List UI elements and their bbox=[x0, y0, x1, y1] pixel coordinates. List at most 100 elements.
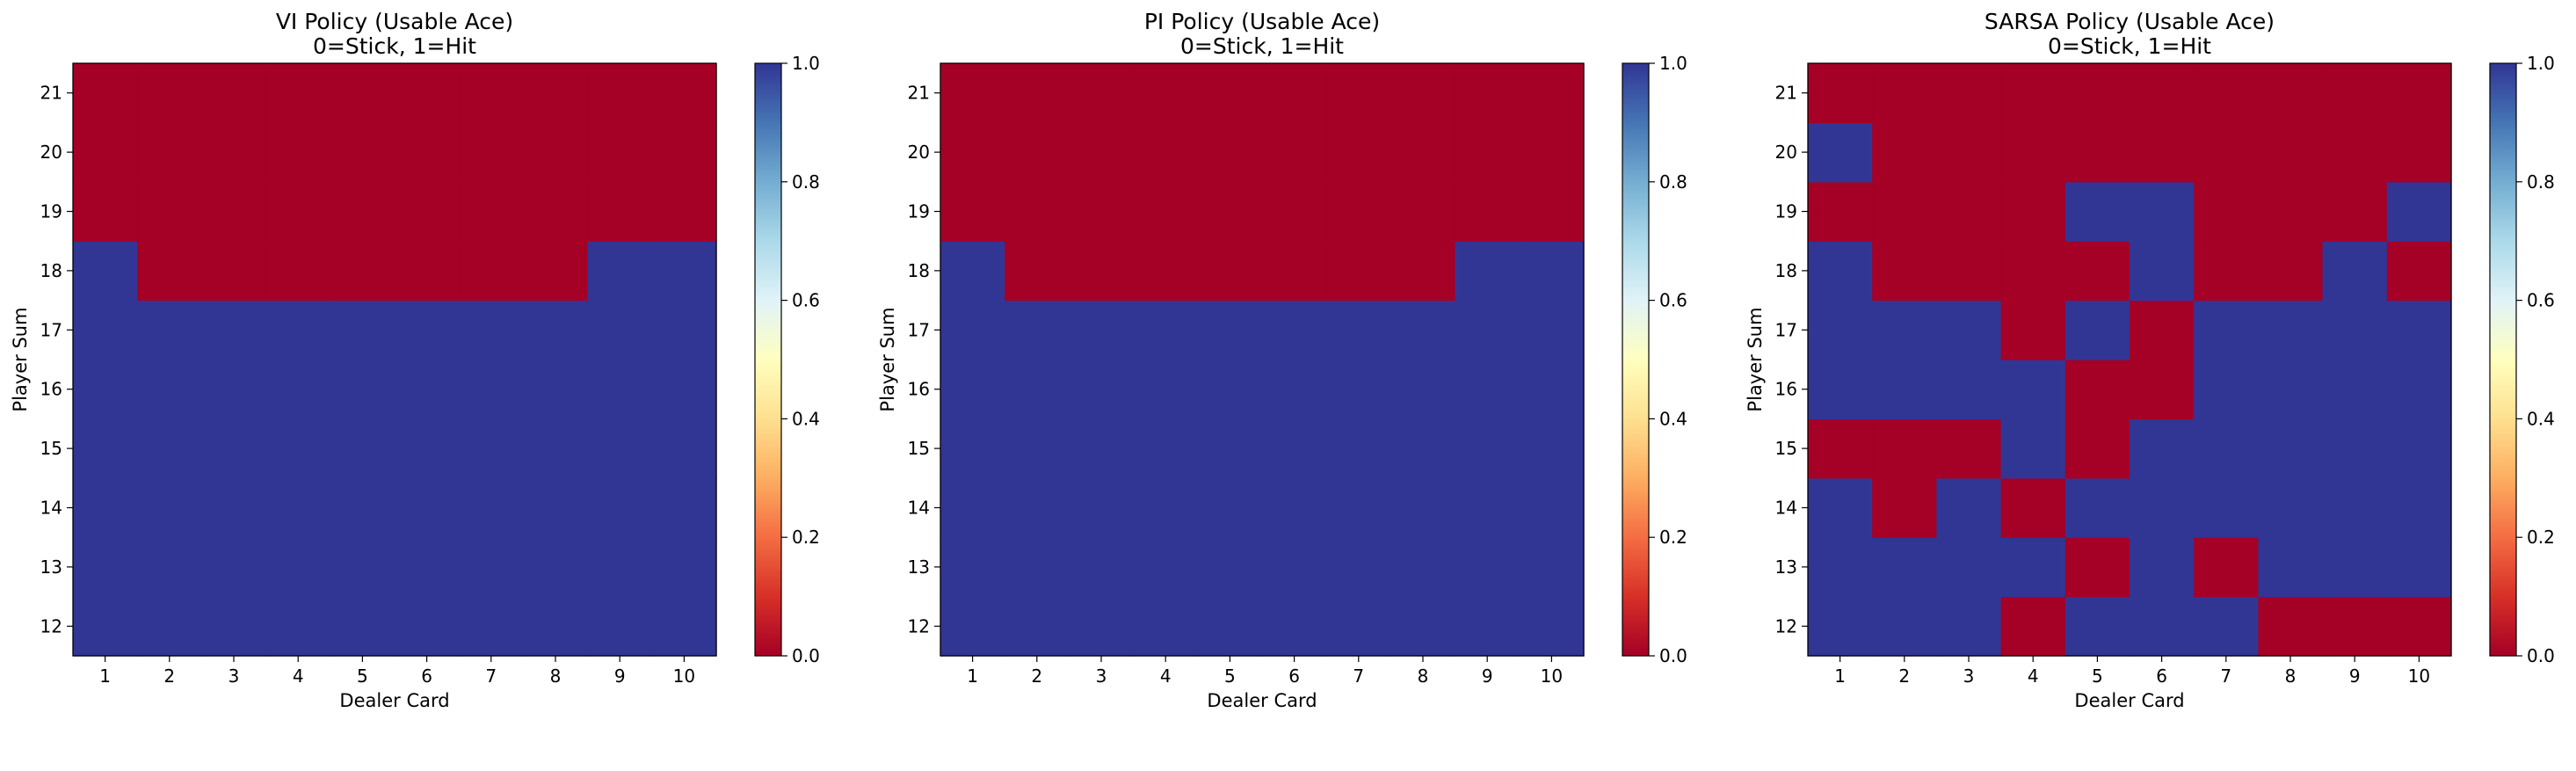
heatmap-cell bbox=[201, 300, 267, 360]
heatmap-cell bbox=[1326, 300, 1391, 360]
y-tick-label: 21 bbox=[1775, 83, 1797, 104]
heatmap-cell bbox=[2000, 477, 2066, 538]
x-tick-label: 6 bbox=[2156, 666, 2167, 687]
heatmap-cell bbox=[1197, 596, 1263, 657]
heatmap-cell bbox=[395, 477, 460, 538]
heatmap-cell bbox=[2386, 360, 2452, 419]
heatmap-cell bbox=[523, 300, 589, 360]
heatmap-cell bbox=[651, 300, 717, 360]
heatmap-cell bbox=[1262, 181, 1327, 242]
heatmap-cell bbox=[1326, 181, 1391, 242]
heatmap-cell bbox=[330, 181, 395, 242]
heatmap-cell bbox=[1197, 537, 1263, 598]
heatmap-cell bbox=[459, 300, 524, 360]
colorbar-tick-label: 0.2 bbox=[1659, 527, 1687, 548]
heatmap-cell bbox=[2000, 596, 2066, 657]
heatmap-cell bbox=[1519, 241, 1585, 302]
x-tick-label: 2 bbox=[1898, 666, 1910, 687]
heatmap-cell bbox=[459, 360, 524, 419]
heatmap-cell bbox=[1808, 241, 1873, 302]
heatmap-cell bbox=[2322, 418, 2388, 479]
heatmap-cell bbox=[651, 241, 717, 302]
heatmap-cell bbox=[2258, 241, 2324, 302]
heatmap-cell bbox=[2194, 537, 2259, 598]
heatmap-cell bbox=[201, 122, 267, 183]
heatmap-cell bbox=[1390, 596, 1456, 657]
heatmap-cell bbox=[137, 596, 202, 657]
heatmap-cell bbox=[2386, 596, 2452, 657]
heatmap-cell bbox=[2194, 596, 2259, 657]
heatmap-cell bbox=[2000, 360, 2066, 419]
heatmap-cell bbox=[1133, 181, 1199, 242]
heatmap-cell bbox=[1936, 596, 2002, 657]
heatmap-cell bbox=[330, 537, 395, 598]
x-tick-label: 8 bbox=[2285, 666, 2297, 687]
heatmap-cell bbox=[1519, 122, 1585, 183]
heatmap-cell bbox=[2130, 241, 2195, 302]
heatmap-cell bbox=[73, 418, 138, 479]
heatmap-cell bbox=[587, 360, 653, 419]
heatmap-cell bbox=[1936, 418, 2002, 479]
heatmap-cell bbox=[2130, 63, 2195, 123]
y-tick-label: 19 bbox=[1775, 201, 1797, 222]
y-tick-label: 18 bbox=[1775, 260, 1797, 281]
x-tick-label: 5 bbox=[357, 666, 368, 687]
y-tick-label: 13 bbox=[908, 556, 930, 578]
heatmap-cell bbox=[1872, 360, 1937, 419]
heatmap-cell bbox=[2386, 300, 2452, 360]
heatmap-cell bbox=[940, 241, 1005, 302]
heatmap-cell bbox=[587, 537, 653, 598]
heatmap-cell bbox=[1872, 300, 1937, 360]
heatmap-cell bbox=[2194, 300, 2259, 360]
heatmap-cell bbox=[201, 596, 267, 657]
heatmap-cell bbox=[2064, 181, 2130, 242]
heatmap-cell bbox=[395, 122, 460, 183]
heatmap-cell bbox=[2130, 181, 2195, 242]
heatmap-cell bbox=[1390, 63, 1456, 123]
heatmap-cell bbox=[1326, 418, 1391, 479]
heatmap-cell bbox=[1872, 63, 1937, 123]
y-tick-label: 17 bbox=[1775, 319, 1797, 340]
heatmap-cell bbox=[330, 360, 395, 419]
heatmap-cell bbox=[2064, 477, 2130, 538]
heatmap-cell bbox=[1519, 63, 1585, 123]
heatmap-cell bbox=[2064, 122, 2130, 183]
heatmap-cell bbox=[651, 537, 717, 598]
heatmap-cell bbox=[523, 477, 589, 538]
heatmap-cell bbox=[137, 181, 202, 242]
colorbar-tick-label: 0.2 bbox=[2527, 527, 2555, 548]
heatmap-cell bbox=[523, 360, 589, 419]
heatmap-cell bbox=[1133, 122, 1199, 183]
x-tick-label: 8 bbox=[550, 666, 562, 687]
heatmap-cell bbox=[2130, 122, 2195, 183]
heatmap-cell bbox=[137, 360, 202, 419]
heatmap-cell bbox=[2000, 418, 2066, 479]
x-tick-label: 10 bbox=[673, 666, 695, 687]
x-tick-label: 3 bbox=[229, 666, 240, 687]
heatmap-cell bbox=[651, 122, 717, 183]
heatmap-cell bbox=[395, 241, 460, 302]
heatmap-cell bbox=[1872, 122, 1937, 183]
heatmap-cell bbox=[2194, 241, 2259, 302]
heatmap-cell bbox=[651, 418, 717, 479]
y-axis-label: Player Sum bbox=[10, 307, 31, 411]
heatmap-cell bbox=[459, 418, 524, 479]
heatmap-cell bbox=[2194, 122, 2259, 183]
heatmap-cell bbox=[395, 418, 460, 479]
x-tick-label: 6 bbox=[421, 666, 432, 687]
y-tick-label: 15 bbox=[908, 438, 930, 459]
x-tick-label: 4 bbox=[2028, 666, 2039, 687]
heatmap-cell bbox=[1455, 418, 1520, 479]
x-tick-label: 4 bbox=[293, 666, 304, 687]
heatmap-cell bbox=[1262, 477, 1327, 538]
colorbar-tick-label: 0.0 bbox=[1659, 645, 1687, 666]
heatmap-cell bbox=[940, 181, 1005, 242]
heatmap-cell bbox=[1326, 477, 1391, 538]
heatmap-cell bbox=[73, 63, 138, 123]
heatmap-cell bbox=[2386, 418, 2452, 479]
x-tick-label: 10 bbox=[1541, 666, 1563, 687]
heatmap-cell bbox=[265, 122, 331, 183]
heatmap-cell bbox=[940, 477, 1005, 538]
y-tick-label: 19 bbox=[908, 201, 930, 222]
